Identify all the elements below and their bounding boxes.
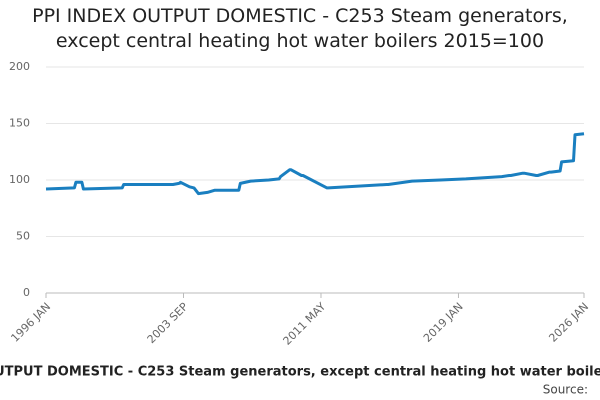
- footer-title: PPI INDEX OUTPUT DOMESTIC - C253 Steam g…: [0, 365, 600, 380]
- y-tick-label: 200: [9, 60, 30, 73]
- y-tick-label: 150: [9, 117, 30, 130]
- y-tick-label: 50: [16, 230, 30, 243]
- chart-title: PPI INDEX OUTPUT DOMESTIC - C253 Steam g…: [32, 5, 568, 52]
- y-tick-label: 100: [9, 173, 30, 186]
- x-tick-label: 1996 JAN: [8, 300, 53, 345]
- x-tick-label: 2019 JAN: [421, 300, 466, 345]
- x-tick-label: 2003 SEP: [145, 300, 191, 346]
- y-tick-label: 0: [23, 286, 30, 299]
- source-label: Source:: [543, 383, 588, 397]
- x-tick-label: 2011 MAY: [281, 300, 329, 348]
- series-line: [45, 132, 585, 196]
- x-tick-label: 2026 JAN: [546, 300, 591, 345]
